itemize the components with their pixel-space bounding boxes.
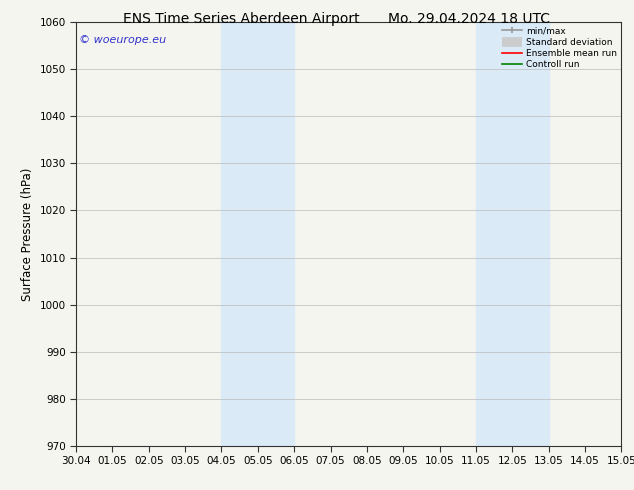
Legend: min/max, Standard deviation, Ensemble mean run, Controll run: min/max, Standard deviation, Ensemble me… (500, 24, 619, 72)
Text: © woeurope.eu: © woeurope.eu (79, 35, 166, 45)
Text: Mo. 29.04.2024 18 UTC: Mo. 29.04.2024 18 UTC (388, 12, 550, 26)
Text: ENS Time Series Aberdeen Airport: ENS Time Series Aberdeen Airport (122, 12, 359, 26)
Bar (221, 22, 294, 446)
Y-axis label: Surface Pressure (hPa): Surface Pressure (hPa) (21, 167, 34, 301)
Bar (476, 22, 548, 446)
